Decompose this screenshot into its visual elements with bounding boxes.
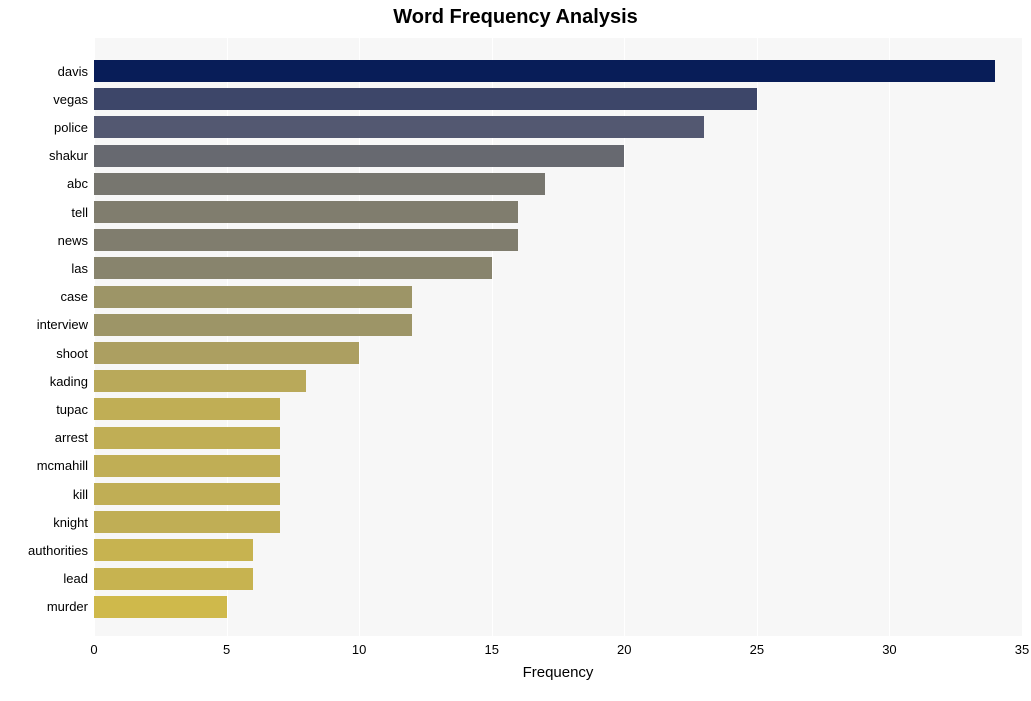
bar [94,342,359,364]
y-tick-label: murder [2,599,88,614]
x-tick-label: 10 [339,642,379,657]
bar [94,60,995,82]
x-axis-title: Frequency [94,664,1022,681]
bar [94,257,492,279]
y-tick-label: lead [2,571,88,586]
bar [94,314,412,336]
bar [94,145,624,167]
gridline [1022,38,1023,636]
y-tick-label: tupac [2,402,88,417]
bar [94,511,280,533]
bar [94,370,306,392]
y-tick-label: shakur [2,148,88,163]
y-tick-label: police [2,120,88,135]
plot-area [94,38,1022,636]
bar [94,286,412,308]
y-tick-label: las [2,261,88,276]
bar [94,229,518,251]
bar [94,201,518,223]
bar [94,568,253,590]
y-tick-label: news [2,233,88,248]
x-tick-label: 20 [604,642,644,657]
y-tick-label: davis [2,64,88,79]
bar [94,173,545,195]
bar [94,455,280,477]
y-axis-labels: davis vegas police shakur abc tell news las case… [0,38,88,636]
x-tick-label: 30 [869,642,909,657]
y-tick-label: vegas [2,92,88,107]
bar [94,539,253,561]
x-tick-label: 0 [74,642,114,657]
x-tick-label: 15 [472,642,512,657]
gridline [889,38,890,636]
x-tick-label: 25 [737,642,777,657]
y-tick-label: tell [2,205,88,220]
bar [94,427,280,449]
y-tick-label: case [2,289,88,304]
bar [94,116,704,138]
y-tick-label: interview [2,317,88,332]
bar [94,596,227,618]
y-tick-label: abc [2,176,88,191]
x-tick-label: 5 [207,642,247,657]
bar [94,398,280,420]
y-tick-label: kill [2,487,88,502]
chart-container: Word Frequency Analysis davis vegas police… [0,0,1031,701]
bar [94,483,280,505]
y-tick-label: mcmahill [2,458,88,473]
x-tick-label: 35 [1002,642,1031,657]
gridline [757,38,758,636]
y-tick-label: shoot [2,346,88,361]
y-tick-label: authorities [2,543,88,558]
x-axis-ticks: 05101520253035 [94,642,1022,662]
y-tick-label: arrest [2,430,88,445]
chart-title: Word Frequency Analysis [0,6,1031,29]
y-tick-label: knight [2,515,88,530]
y-tick-label: kading [2,374,88,389]
bar [94,88,757,110]
